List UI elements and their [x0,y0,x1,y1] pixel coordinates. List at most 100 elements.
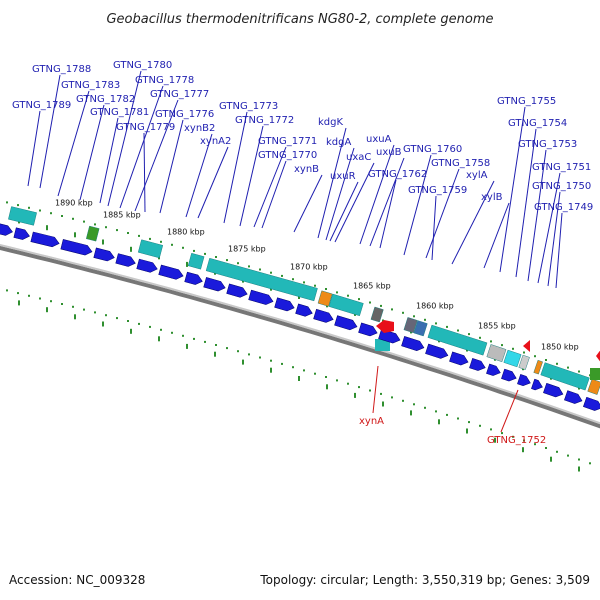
gene-label: GTNG_1779 [116,122,175,133]
forward-gene-arrow [543,382,564,398]
gene-label: kdgA [326,137,351,148]
inner-tick-dot [380,392,382,395]
outer-tick-dot [61,215,63,217]
inner-tick-dot [479,424,481,427]
inner-tick-dot [83,308,85,311]
leader-line [239,125,264,227]
outer-tick-dot [50,212,52,215]
reverse-feature-box [590,368,600,380]
major-tick-inner [466,428,468,434]
leader-line [79,104,105,201]
outer-tick-dot [347,294,349,297]
leader-line [57,90,90,197]
inner-tick-dot [149,325,151,328]
inner-tick-dot [61,303,63,305]
forward-gene-arrow [0,222,13,236]
outer-tick-dot [72,217,74,220]
outer-tick-dot [160,240,162,243]
outer-tick-dot [479,336,481,339]
tick-label: 1860 kbp [416,301,454,310]
outer-tick-dot [380,304,382,307]
inner-tick-dot [501,432,503,435]
outer-tick-dot [325,288,327,290]
major-tick-inner [410,410,412,416]
gene-label: GTNG_1788 [32,64,91,75]
gene-label: GTNG_1789 [12,100,71,111]
inner-tick-dot [270,359,272,362]
outer-tick-dot [105,226,107,229]
leader-line [223,111,248,224]
outer-tick-dot [391,308,393,311]
gene-labels: GTNG_1788 GTNG_1783 GTNG_1782 GTNG_1789 GTNG… [12,60,593,446]
outer-tick-dot [259,268,261,271]
inner-tick-dot [292,366,294,369]
leader-line [555,212,563,289]
inner-tick-dot [28,294,30,297]
leader-line [379,179,397,249]
gene-label: GTNG_1760 [403,144,462,155]
forward-gene-arrow [295,303,313,317]
leader-line [431,195,437,261]
tick-label: 1850 kbp [541,343,579,352]
inner-tick-dot [50,300,52,303]
genome-summary-text: Topology: circular; Length: 3,550,319 bp… [260,573,590,587]
leader-line [119,85,164,209]
major-tick-outer [102,239,104,245]
forward-gene-arrow [358,322,378,337]
forward-gene-arrow [30,231,60,248]
leader-line [372,365,379,414]
inner-tick-dot [369,389,371,392]
gene-label: xynA2 [200,136,231,147]
outer-tick-dot [39,209,41,212]
inner-tick-dot [303,369,305,372]
gene-label: xylA [466,170,488,181]
inner-tick-dot [160,328,162,331]
inner-tick-dot [589,462,591,465]
outer-tick-dot [424,318,426,321]
leader-line [369,157,405,247]
inner-tick-dot [116,317,118,320]
major-tick-inner [438,419,440,425]
outer-tick-dot [270,271,272,274]
feature-box [518,354,530,370]
outer-tick-dot [402,311,404,314]
tick-label: 1855 kbp [478,321,516,330]
gene-label: kdgK [318,117,343,128]
forward-gene-arrow [226,283,248,298]
backbone-ribbon-highlight [0,243,600,425]
forward-gene-arrow [93,247,115,262]
forward-gene-arrow [334,315,358,331]
gene-label: xynB2 [184,123,215,134]
feature-box [427,324,488,356]
feature-box [540,362,590,391]
leader-line [515,128,537,278]
outer-tick-dot [578,370,580,373]
feature-box [413,320,428,337]
inner-tick-dot [446,413,448,416]
gene-label: GTNG_1752 [487,435,546,446]
leader-line [253,146,287,228]
tick-label: 1885 kbp [103,211,141,220]
major-tick-inner [578,466,580,472]
gene-label: GTNG_1782 [76,94,135,105]
major-tick-inner [270,367,272,373]
forward-gene-arrow [425,343,449,359]
feature-box [503,349,522,368]
forward-gene-arrow [401,336,425,351]
major-tick-outer [130,246,132,252]
outer-tick-dot [94,223,96,226]
gene-label: xynA [359,416,384,427]
inner-tick-dot [402,399,404,402]
major-tick-inner [382,401,384,407]
forward-gene-arrow [115,253,136,267]
leader-line [39,74,61,189]
backbone-ribbon [0,243,600,429]
leader-line [500,389,519,433]
accession-text: Accession: NC_009328 [9,573,146,587]
feature-box [403,317,418,334]
inner-tick-dot [556,450,558,453]
forward-gene-arrow [564,390,583,404]
forward-gene-arrow [449,351,469,366]
gene-label: xylB [481,192,503,203]
forward-gene-arrow [517,374,531,387]
